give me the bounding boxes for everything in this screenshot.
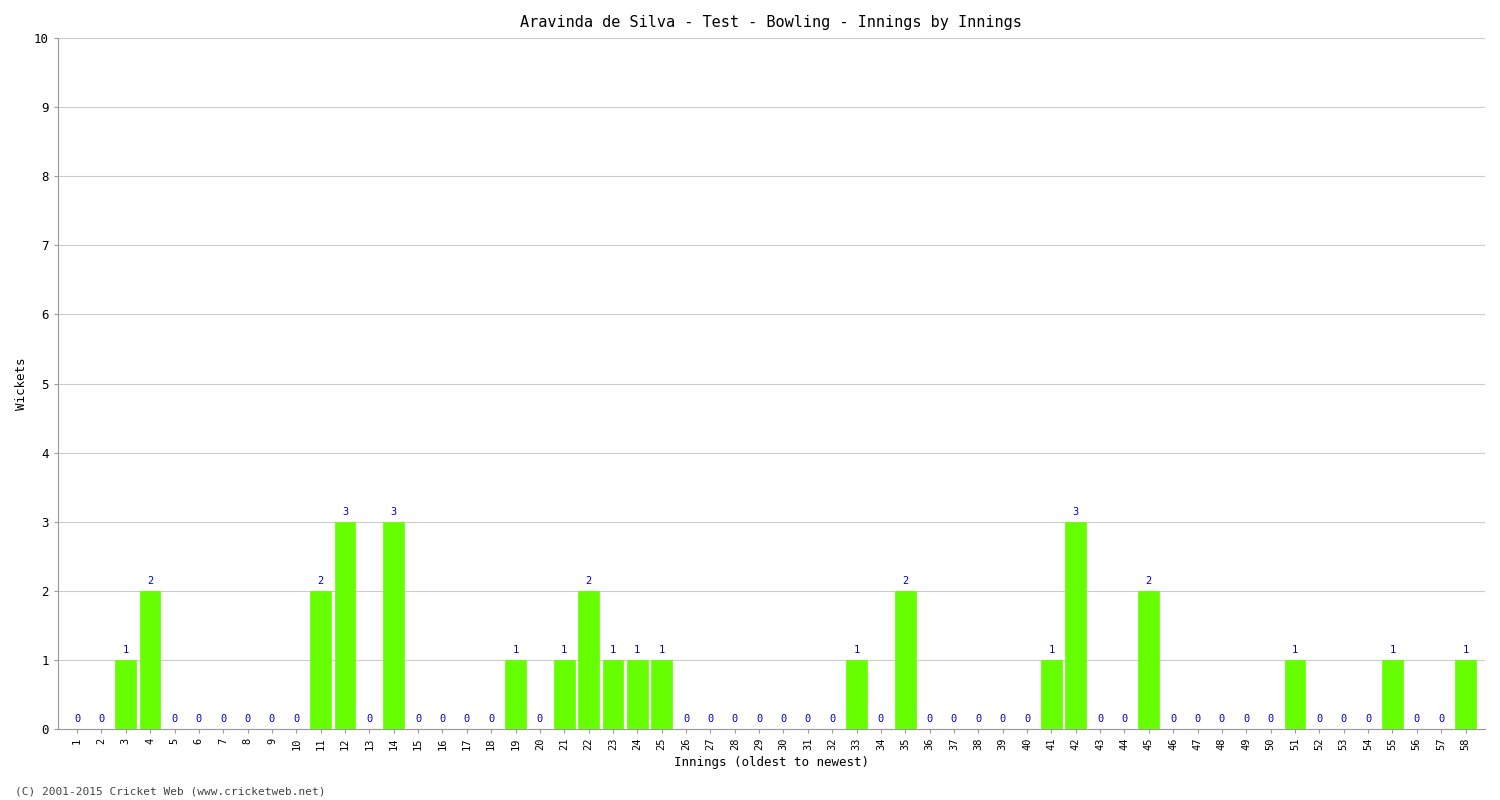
Bar [384,522,404,729]
Text: 0: 0 [1365,714,1371,724]
Text: 0: 0 [682,714,688,724]
Text: 2: 2 [147,576,153,586]
Bar [506,660,526,729]
Text: 0: 0 [537,714,543,724]
Text: 0: 0 [171,714,177,724]
Text: 1: 1 [1389,645,1395,655]
Bar [1041,660,1062,729]
Bar [1382,660,1402,729]
Bar [578,590,598,729]
Text: 0: 0 [804,714,812,724]
Text: 1: 1 [123,645,129,655]
Bar [896,590,915,729]
Text: 0: 0 [878,714,884,724]
Text: 0: 0 [1024,714,1030,724]
Bar [846,660,867,729]
Text: 1: 1 [610,645,616,655]
Text: 0: 0 [416,714,422,724]
Bar [651,660,672,729]
Text: 0: 0 [464,714,470,724]
Text: 1: 1 [561,645,567,655]
Text: 1: 1 [1048,645,1054,655]
Bar [1138,590,1160,729]
Text: 0: 0 [220,714,226,724]
Bar [1065,522,1086,729]
Text: 0: 0 [1316,714,1323,724]
Text: 1: 1 [658,645,664,655]
Text: 0: 0 [268,714,274,724]
Bar [1455,660,1476,729]
Text: 3: 3 [1072,507,1078,517]
Bar [1284,660,1305,729]
Text: 0: 0 [975,714,981,724]
Text: 0: 0 [1096,714,1104,724]
Text: 0: 0 [366,714,372,724]
Text: 1: 1 [1292,645,1298,655]
Bar [334,522,356,729]
Text: 0: 0 [1194,714,1200,724]
Text: 2: 2 [1146,576,1152,586]
X-axis label: Innings (oldest to newest): Innings (oldest to newest) [674,756,868,769]
Text: 3: 3 [390,507,398,517]
Text: 0: 0 [1438,714,1444,724]
Text: 0: 0 [708,714,714,724]
Text: 0: 0 [488,714,495,724]
Text: 1: 1 [853,645,859,655]
Text: 2: 2 [902,576,909,586]
Text: 0: 0 [1170,714,1176,724]
Text: 0: 0 [1413,714,1420,724]
Bar [116,660,136,729]
Text: 0: 0 [440,714,446,724]
Text: 2: 2 [318,576,324,586]
Bar [310,590,332,729]
Text: 0: 0 [756,714,762,724]
Bar [603,660,624,729]
Bar [554,660,574,729]
Text: 1: 1 [634,645,640,655]
Text: 0: 0 [74,714,80,724]
Text: 0: 0 [999,714,1006,724]
Text: 2: 2 [585,576,591,586]
Text: 0: 0 [99,714,105,724]
Text: 0: 0 [830,714,836,724]
Text: 0: 0 [732,714,738,724]
Text: 0: 0 [951,714,957,724]
Text: 1: 1 [513,645,519,655]
Bar [627,660,648,729]
Text: 0: 0 [244,714,250,724]
Text: 0: 0 [1122,714,1128,724]
Text: 1: 1 [1462,645,1468,655]
Text: 0: 0 [292,714,300,724]
Text: 0: 0 [1341,714,1347,724]
Text: 0: 0 [195,714,202,724]
Text: 0: 0 [1268,714,1274,724]
Title: Aravinda de Silva - Test - Bowling - Innings by Innings: Aravinda de Silva - Test - Bowling - Inn… [520,15,1022,30]
Text: 0: 0 [927,714,933,724]
Text: 0: 0 [1220,714,1226,724]
Text: (C) 2001-2015 Cricket Web (www.cricketweb.net): (C) 2001-2015 Cricket Web (www.cricketwe… [15,786,326,796]
Text: 0: 0 [1244,714,1250,724]
Text: 3: 3 [342,507,348,517]
Y-axis label: Wickets: Wickets [15,358,28,410]
Text: 0: 0 [780,714,786,724]
Bar [140,590,160,729]
